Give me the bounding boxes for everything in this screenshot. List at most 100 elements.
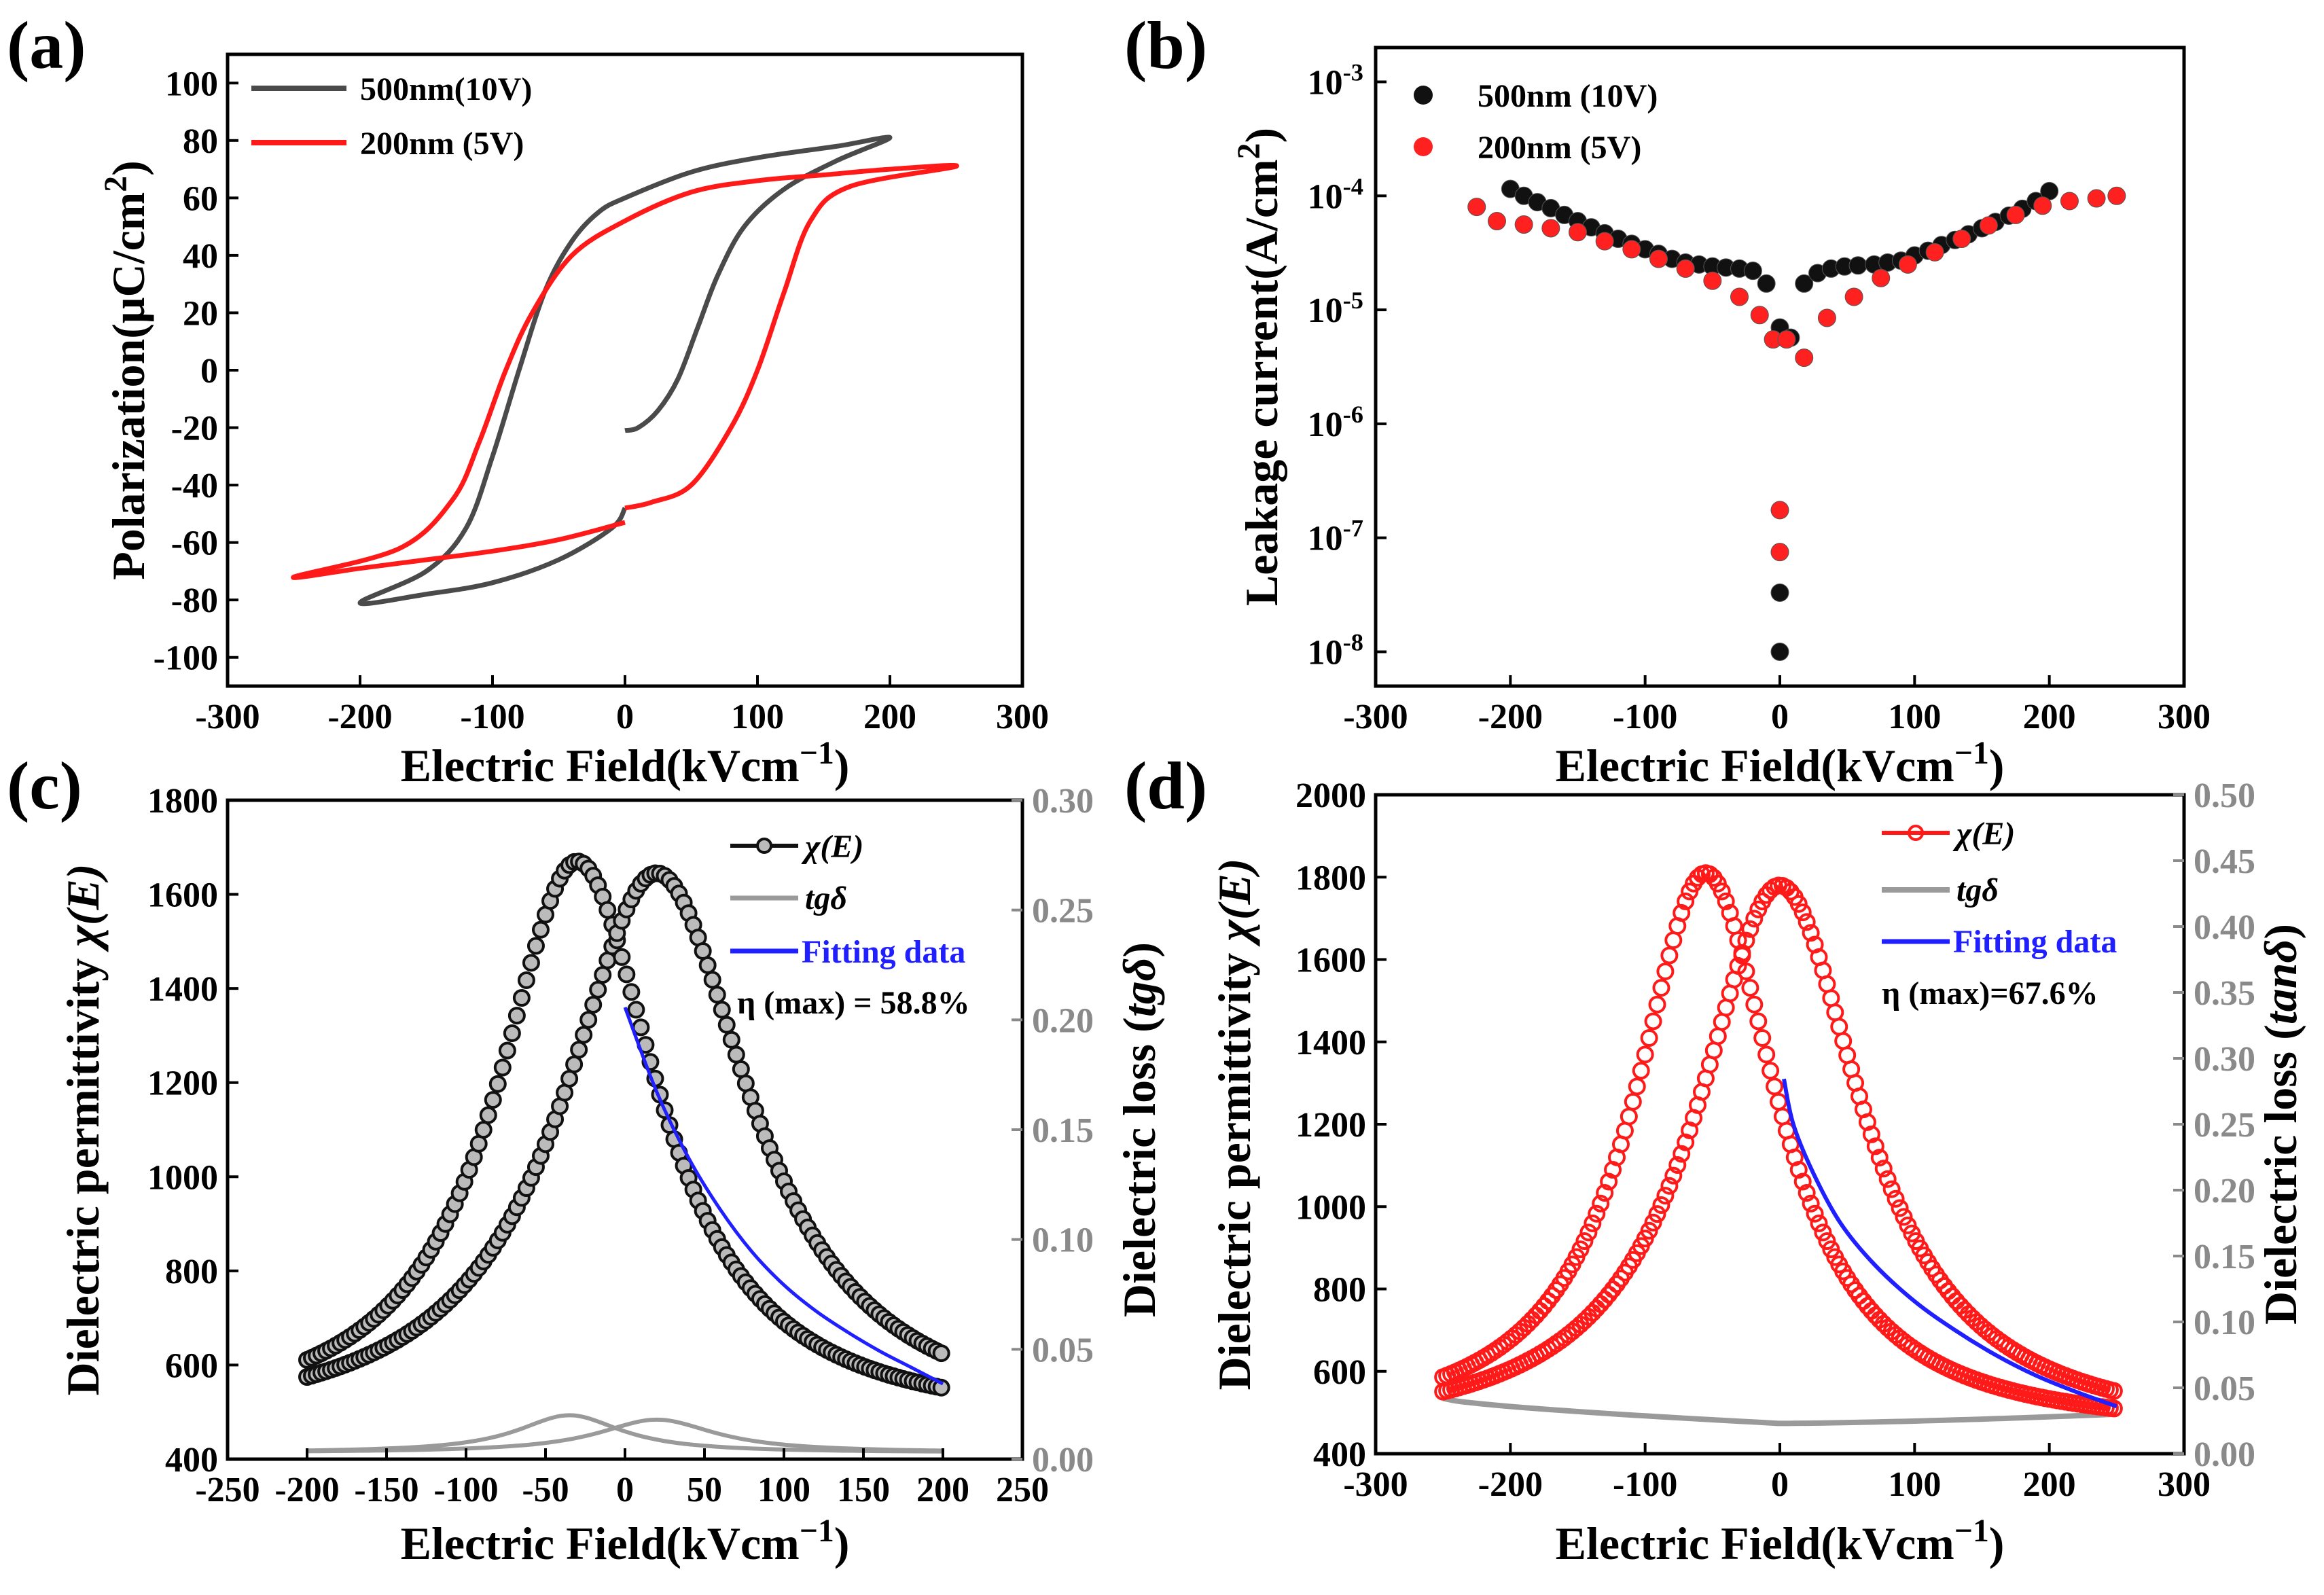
x-tick-label-a: -300 (195, 698, 260, 736)
panel-label-c: (c) (7, 748, 82, 823)
legend-label: Fitting data (802, 934, 965, 970)
chi-point (1762, 1062, 1780, 1080)
legend-label: 500nm(10V) (360, 71, 532, 107)
point-200nm (1795, 348, 1814, 368)
chi-point (474, 1121, 493, 1139)
chi-point (1830, 1018, 1848, 1036)
chi-point (526, 937, 545, 955)
chi-point (1596, 1184, 1614, 1202)
y2-tick-label-c: 0.15 (1032, 1111, 1094, 1150)
y2-tick-label-d: 0.40 (2194, 908, 2255, 947)
legend-label: tgδ (1956, 872, 1999, 908)
chi-point (560, 1069, 579, 1088)
chi-point (1717, 892, 1735, 910)
x-tick-label-c: 150 (837, 1471, 890, 1509)
chi-point (1673, 903, 1691, 922)
chi-point (1773, 1107, 1791, 1126)
chi-point (1713, 882, 1731, 901)
x-axis-label-b: Electric Field(kVcm−1) (1556, 736, 2005, 791)
x-tick-label-a: 300 (996, 698, 1049, 736)
series-line-200nm (291, 162, 959, 580)
chi-point (1753, 1029, 1772, 1047)
chi-point (575, 1026, 593, 1044)
y2-tick-label-d: 0.30 (2194, 1040, 2255, 1079)
point-200nm (1925, 243, 1944, 262)
y-tick-label-c: 1800 (147, 782, 218, 821)
chi-point (1798, 1184, 1816, 1202)
x-tick-label-c: 0 (616, 1471, 634, 1509)
chi-point (932, 1378, 950, 1397)
chi-point (713, 1001, 731, 1019)
loss-curve-down (306, 1417, 944, 1454)
chi-point (1818, 1232, 1836, 1251)
chi-point (698, 956, 717, 974)
y-tick-label-a: 80 (183, 122, 218, 161)
chi-point (493, 1058, 512, 1077)
y-tick-label-a: -60 (171, 524, 218, 563)
chi-point (498, 1041, 516, 1060)
point-200nm (1952, 230, 1971, 249)
x-tick-label-b: 300 (2158, 698, 2211, 736)
chi-point (517, 971, 535, 989)
fitting-line (623, 1006, 944, 1386)
chi-point (613, 948, 631, 966)
y-tick-label-a: 100 (165, 65, 218, 103)
chi-point (1640, 1029, 1658, 1047)
point-200nm (2006, 205, 2025, 224)
plot-frame-a (226, 52, 1024, 688)
y-tick-label-d: 1200 (1295, 1106, 1366, 1145)
chi-point (1632, 1062, 1650, 1080)
y-tick-label-d: 1600 (1295, 942, 1366, 980)
chi-point (1709, 1027, 1727, 1045)
point-200nm (1541, 219, 1560, 238)
x-tick-label-d: 100 (1888, 1465, 1941, 1504)
chi-point (1668, 1155, 1687, 1174)
chi-point (1640, 1221, 1658, 1240)
y-tick-label-c: 1000 (147, 1158, 218, 1197)
x-tick-label-d: -100 (1613, 1465, 1677, 1504)
x-tick-label-b: 200 (2023, 698, 2076, 736)
x-axis-label-d: Electric Field(kVcm−1) (1556, 1513, 2005, 1569)
panel-a-chart: -300 -200 -100 0 100 200 300-100-80-60-40-2002… (7, 7, 1049, 791)
chi-point (1713, 1013, 1731, 1031)
loss-curve-up (306, 1413, 944, 1454)
point-200nm (1676, 259, 1695, 278)
chi-point (1810, 1214, 1828, 1232)
chi-point (1592, 1194, 1610, 1213)
chi-point (1717, 999, 1735, 1017)
y-tick-label-c: 1600 (147, 876, 218, 915)
chi-point (1806, 1204, 1824, 1223)
panel-b-chart: -300 -200 -100 0 100 200 300 10-8 10-7 10-6 10-5 10… (1124, 7, 2211, 791)
legend-label: Fitting data (1953, 924, 2117, 960)
y-tick-label-b: 10-4 (1308, 173, 1363, 216)
point-200nm (1488, 212, 1506, 231)
chi-point (732, 1060, 750, 1078)
chi-point (598, 901, 617, 919)
point-500nm (1743, 262, 1762, 281)
panel-label-d: (d) (1124, 748, 1207, 823)
x-axis-label-a: Electric Field(kVcm−1) (401, 736, 850, 791)
chi-point (1648, 1205, 1666, 1223)
y-tick-label-a: -80 (171, 581, 218, 620)
x-tick-label-c: 250 (996, 1471, 1049, 1509)
point-200nm (1872, 268, 1891, 287)
y-tick-label-d: 1400 (1295, 1024, 1366, 1062)
y-tick-label-d: 1800 (1295, 859, 1366, 897)
chi-point (2105, 1399, 2123, 1418)
point-200nm (1514, 215, 1533, 234)
point-200nm (1979, 216, 1998, 235)
point-200nm (1569, 223, 1587, 242)
point-500nm (1795, 274, 1814, 293)
x-tick-label-b: 0 (1771, 698, 1789, 736)
panel-label-a: (a) (7, 7, 86, 83)
point-200nm (2087, 189, 2106, 208)
chi-point (1644, 1213, 1662, 1232)
point-200nm (1817, 308, 1836, 327)
chi-point (1834, 1032, 1853, 1050)
panel-label-b: (b) (1124, 7, 1207, 83)
x-tick-label-b: 100 (1888, 698, 1941, 736)
legend-label: 200nm (5V) (1478, 130, 1641, 166)
chi-point (1575, 1232, 1594, 1251)
y-tick-label-d: 2000 (1295, 776, 1366, 815)
y-tick-label-b: 10-8 (1308, 628, 1363, 672)
